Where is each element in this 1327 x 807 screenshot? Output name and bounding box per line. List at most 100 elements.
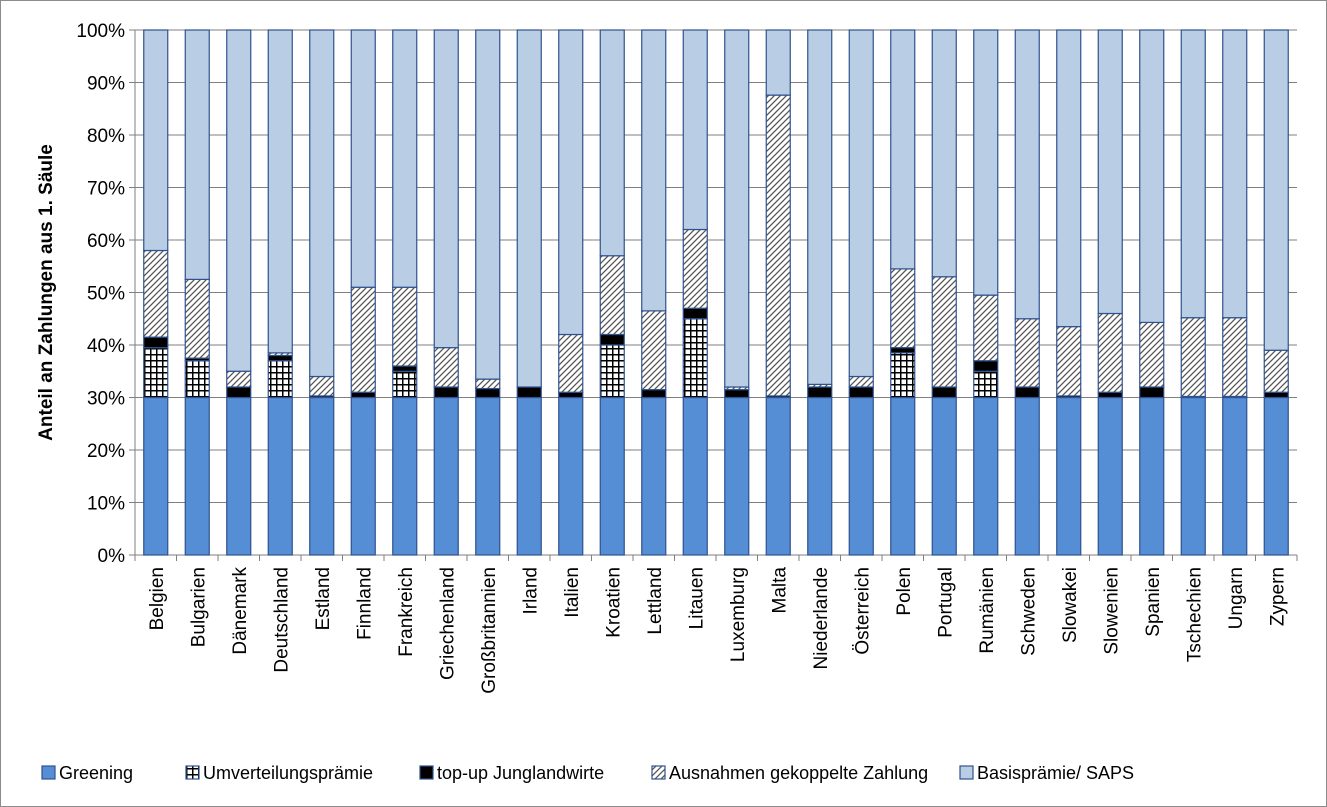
bar-segment-ausnahmen-gekoppelte-zahlung [765,94,791,397]
bar-segment-umverteilungsprämie [143,347,169,399]
bar-segment-basisprämie-saps [682,29,708,231]
bar-segment-basisprämie-saps [848,29,874,378]
bar-segment-top-up-junglandwirte [433,386,459,399]
bar-segment-basisprämie-saps [890,29,916,270]
bar-segment-basisprämie-saps [1263,29,1289,351]
bar-segment-greening [267,396,293,556]
bar-segment-greening [890,396,916,556]
bar-segment-ausnahmen-gekoppelte-zahlung [641,310,667,391]
bar-segment-top-up-junglandwirte [724,389,750,399]
bar-segment-basisprämie-saps [433,29,459,349]
legend-label: Ausnahmen gekoppelte Zahlung [669,763,928,783]
bar-segment-ausnahmen-gekoppelte-zahlung [1097,312,1123,393]
bar-segment-ausnahmen-gekoppelte-zahlung [309,375,335,397]
legend: Greening Umverteilungsprämie top-up Jungla… [41,763,1134,783]
bar-segment-basisprämie-saps [641,29,667,312]
x-tick-label: Belgien [147,567,168,630]
bar-segment-ausnahmen-gekoppelte-zahlung [558,333,584,393]
x-tick-label: Großbritannien [479,567,500,694]
bar-segment-ausnahmen-gekoppelte-zahlung [1014,318,1040,388]
x-tick-label: Deutschland [271,567,292,673]
legend-label: Basisprämie/ SAPS [977,763,1134,783]
bar-segment-ausnahmen-gekoppelte-zahlung [931,276,957,388]
bar-segment-top-up-junglandwirte [516,386,542,399]
bar-segment-greening [1014,396,1040,556]
bar-segment-basisprämie-saps [599,29,625,257]
bar-segment-greening [350,396,376,556]
x-tick-label: Slowenien [1101,567,1122,655]
y-tick-label: 50% [87,284,125,305]
x-tick-label: Griechenland [437,567,458,680]
bar-segment-greening [1056,396,1082,556]
bar-segment-basisprämie-saps [973,29,999,296]
bar-segment-ausnahmen-gekoppelte-zahlung [143,249,169,338]
y-tick-label: 80% [87,126,125,147]
bar-segment-ausnahmen-gekoppelte-zahlung [1180,317,1206,398]
bar-segment-top-up-junglandwirte [267,354,293,362]
bar-segment-basisprämie-saps [558,29,584,336]
x-tick-label: Irland [520,567,541,615]
x-tick-label: Portugal [935,567,956,638]
x-tick-label: Bulgarien [188,567,209,647]
bar-segment-ausnahmen-gekoppelte-zahlung [392,286,418,367]
bar-segment-top-up-junglandwirte [890,347,916,354]
x-tick-labels: Belgien Bulgarien Dänemark Deutschland Estla… [147,567,1289,694]
bar-segment-top-up-junglandwirte [392,365,418,372]
legend-swatch-umverteilungsprämie [185,765,200,780]
bar-segment-top-up-junglandwirte [599,333,625,346]
bar-segment-basisprämie-saps [392,29,418,288]
bar-segment-greening [807,396,833,556]
bar-segment-top-up-junglandwirte [350,391,376,399]
bar-segment-top-up-junglandwirte [848,386,874,399]
y-tick-label: 30% [87,389,125,410]
bar-segment-greening [475,396,501,556]
x-tick-label: Österreich [852,567,873,655]
bar-segment-top-up-junglandwirte [682,307,708,320]
bar-segment-ausnahmen-gekoppelte-zahlung [1222,317,1248,398]
bar-segment-greening [184,396,210,556]
bar-segment-basisprämie-saps [309,29,335,378]
bar-segment-basisprämie-saps [931,29,957,278]
bar-segment-ausnahmen-gekoppelte-zahlung [1056,326,1082,397]
bar-segment-greening [931,396,957,556]
bar-segment-basisprämie-saps [267,29,293,354]
x-tick-label: Niederlande [811,567,832,669]
bar-segment-greening [599,396,625,556]
bar-segment-basisprämie-saps [807,29,833,385]
bar-segment-greening [226,396,252,556]
bar-segment-ausnahmen-gekoppelte-zahlung [1139,321,1165,388]
y-tick-label: 100% [76,21,125,42]
bar-segment-top-up-junglandwirte [558,391,584,399]
bar-segment-ausnahmen-gekoppelte-zahlung [848,375,874,388]
x-tick-label: Schweden [1018,567,1039,656]
bar-segment-greening [848,396,874,556]
x-tick-label: Italien [562,567,583,618]
bar-segment-greening [724,396,750,556]
legend-swatch-basisprämie-saps [959,765,974,780]
bar-segment-ausnahmen-gekoppelte-zahlung [475,378,501,390]
bar-segment-umverteilungsprämie [890,352,916,399]
x-tick-label: Frankreich [396,567,417,657]
x-tick-label: Estland [313,567,334,630]
bar-segment-top-up-junglandwirte [1097,391,1123,399]
bar-segment-greening [973,396,999,556]
y-tick-label: 70% [87,179,125,200]
bar-segment-top-up-junglandwirte [931,386,957,399]
bar-segment-greening [765,396,791,556]
bar-segment-greening [309,396,335,556]
legend-label: Greening [59,763,133,783]
legend-swatch-greening [41,765,56,780]
bar-segment-greening [1180,396,1206,556]
bar-segment-top-up-junglandwirte [641,389,667,399]
x-tick-label: Lettland [645,567,666,635]
bar-segment-basisprämie-saps [1180,29,1206,319]
bar-segment-ausnahmen-gekoppelte-zahlung [433,347,459,388]
bar-segment-top-up-junglandwirte [973,360,999,372]
bar-segment-top-up-junglandwirte [1014,386,1040,399]
bar-segment-top-up-junglandwirte [1139,386,1165,399]
y-tick-label: 40% [87,336,125,357]
bar-segment-greening [1139,396,1165,556]
x-tick-label: Litauen [686,567,707,629]
bar-segment-ausnahmen-gekoppelte-zahlung [890,268,916,349]
